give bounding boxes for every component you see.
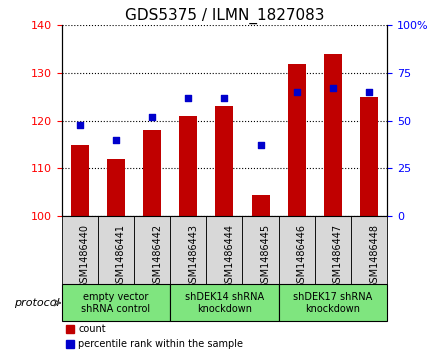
Text: GSM1486446: GSM1486446 [297,224,307,289]
Bar [288,64,306,216]
Bar [71,144,89,216]
Point [185,95,192,101]
Text: GSM1486440: GSM1486440 [80,224,90,289]
Title: GDS5375 / ILMN_1827083: GDS5375 / ILMN_1827083 [125,8,324,24]
Bar [107,159,125,216]
Bar [242,216,279,284]
Point [330,85,337,91]
Point [112,137,119,143]
Point [257,143,264,148]
Bar [252,195,270,216]
Text: shDEK17 shRNA
knockdown: shDEK17 shRNA knockdown [293,291,373,314]
Bar [324,54,342,216]
Text: GSM1486444: GSM1486444 [224,224,235,289]
Bar [215,106,234,216]
Text: GSM1486443: GSM1486443 [188,224,198,289]
Bar [62,284,170,322]
Legend: count, percentile rank within the sample: count, percentile rank within the sample [66,325,243,349]
Text: GSM1486441: GSM1486441 [116,224,126,289]
Bar [206,216,242,284]
Bar [315,216,351,284]
Point [293,89,300,95]
Text: protocol: protocol [14,298,60,308]
Bar [179,116,197,216]
Text: empty vector
shRNA control: empty vector shRNA control [81,291,150,314]
Point [366,89,373,95]
Bar [170,284,279,322]
Bar [62,216,98,284]
Bar [170,216,206,284]
Bar [360,97,378,216]
Bar [351,216,387,284]
Text: shDEK14 shRNA
knockdown: shDEK14 shRNA knockdown [185,291,264,314]
Bar [134,216,170,284]
Text: GSM1486445: GSM1486445 [260,224,271,289]
Text: GSM1486448: GSM1486448 [369,224,379,289]
Text: GSM1486447: GSM1486447 [333,224,343,289]
Bar [279,216,315,284]
Bar [279,284,387,322]
Point [76,122,83,127]
Point [149,114,156,120]
Bar [143,130,161,216]
Point [221,95,228,101]
Text: GSM1486442: GSM1486442 [152,224,162,289]
Bar [98,216,134,284]
